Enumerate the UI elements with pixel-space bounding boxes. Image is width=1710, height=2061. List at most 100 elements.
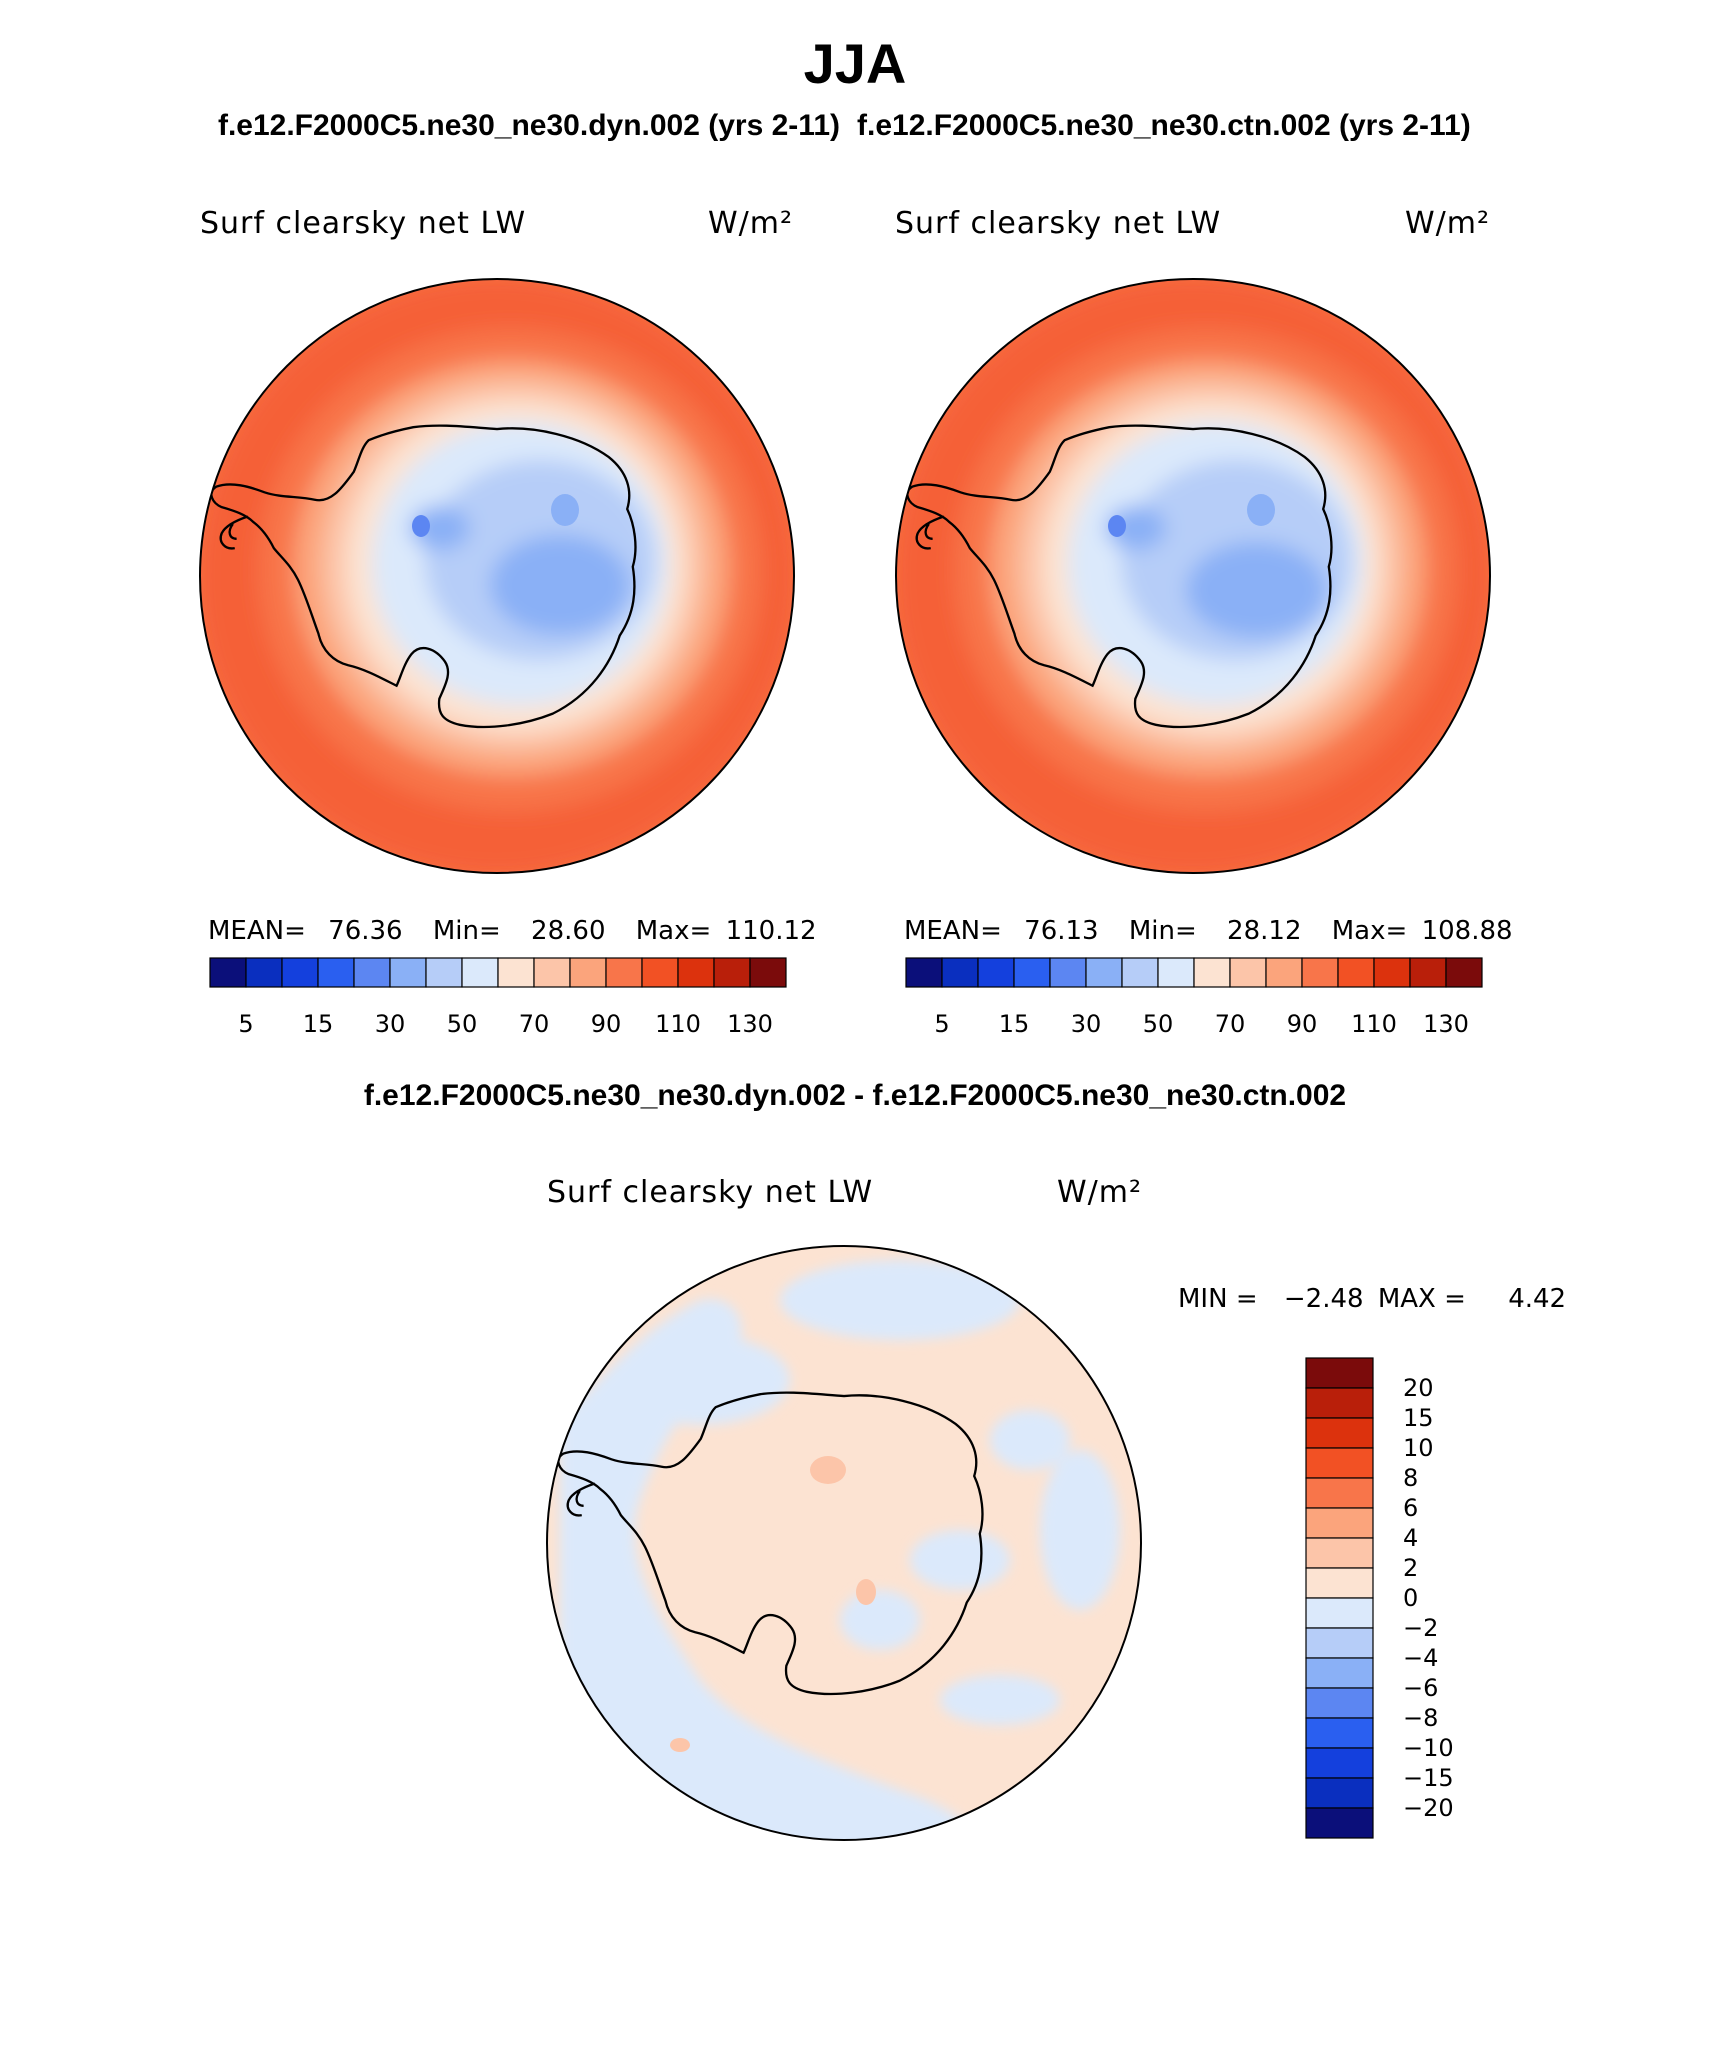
panel3-colorbar-tick-label-2: 10 xyxy=(1403,1434,1434,1462)
subtitle-left-case: f.e12.F2000C5.ne30_ne30.dyn.002 (yrs 2-1… xyxy=(217,109,840,142)
panel1-colorbar-swatch-15 xyxy=(749,957,787,988)
panel1-colorbar-tick-label-7: 130 xyxy=(727,1010,773,1038)
panel2-min-label: Min= xyxy=(1128,916,1197,946)
panel2-min-value: 28.12 xyxy=(1227,916,1302,946)
panel1-min-value: 28.60 xyxy=(531,916,606,946)
panel2-colorbar-tick-label-6: 110 xyxy=(1351,1010,1397,1038)
difference-title: f.e12.F2000C5.ne30_ne30.dyn.002 - f.e12.… xyxy=(363,1079,1347,1112)
panel2-colorbar-swatch-0 xyxy=(905,957,943,988)
panel1-colorbar-swatch-4 xyxy=(353,957,391,988)
panel2-stats: MEAN= 76.13 Min= 28.12 Max= 108.88 xyxy=(904,916,1513,946)
panel3-colorbar-tick-label-7: 0 xyxy=(1403,1584,1418,1612)
panel1-colorbar-swatch-11 xyxy=(605,957,643,988)
panel2-colorbar-swatch-8 xyxy=(1193,957,1231,988)
panel2-colorbar-tick-label-4: 70 xyxy=(1215,1010,1246,1038)
panel3-colorbar-swatch-10 xyxy=(1305,1657,1374,1689)
panel1-min-label: Min= xyxy=(432,916,501,946)
panel1-colorbar-swatch-2 xyxy=(281,957,319,988)
panel2-colorbar-swatch-4 xyxy=(1049,957,1087,988)
panel1-mean-value: 76.36 xyxy=(328,916,403,946)
panel3-colorbar-swatch-15 xyxy=(1305,1807,1374,1839)
panel2-map xyxy=(895,278,1491,874)
panel1-colorbar-swatch-7 xyxy=(461,957,499,988)
panel1-colorbar-swatch-9 xyxy=(533,957,571,988)
panel3-units-label: W/m² xyxy=(1057,1175,1143,1210)
panel1-colorbar-swatch-6 xyxy=(425,957,463,988)
panel3-colorbar-swatch-8 xyxy=(1305,1597,1374,1629)
panel3-colorbar-tick-label-8: −2 xyxy=(1403,1614,1438,1642)
panel3-colorbar-tick-label-10: −6 xyxy=(1403,1674,1438,1702)
panel3-colorbar-tick-label-0: 20 xyxy=(1403,1374,1434,1402)
panel3-min-value: −2.48 xyxy=(1283,1284,1364,1314)
panel3-colorbar-tick-label-13: −15 xyxy=(1403,1764,1454,1792)
panel3-max-label: MAX = xyxy=(1377,1284,1466,1314)
panel2-colorbar-swatch-13 xyxy=(1373,957,1411,988)
panel3-colorbar-swatch-1 xyxy=(1305,1387,1374,1419)
panel2-colorbar-swatch-11 xyxy=(1301,957,1339,988)
panel1-colorbar-swatch-5 xyxy=(389,957,427,988)
panel3-colorbar-tick-label-5: 4 xyxy=(1403,1524,1418,1552)
panel3-min-label: MIN = xyxy=(1178,1284,1258,1314)
panel1-colorbar: 5 15 30 50 70 90 110 130 xyxy=(209,957,787,1038)
panel1-mean-label: MEAN= xyxy=(208,916,306,946)
panel1-colorbar-swatch-10 xyxy=(569,957,607,988)
panel3-max-value: 4.42 xyxy=(1508,1284,1567,1314)
panel2-colorbar-swatch-5 xyxy=(1085,957,1123,988)
panel3-colorbar-swatch-13 xyxy=(1305,1747,1374,1779)
panel2-mean-label: MEAN= xyxy=(904,916,1002,946)
panel1-colorbar-swatch-13 xyxy=(677,957,715,988)
panel2-colorbar-swatch-14 xyxy=(1409,957,1447,988)
panel1-units-label: W/m² xyxy=(708,206,794,241)
panel2-colorbar-swatch-7 xyxy=(1157,957,1195,988)
panel2-colorbar-swatch-10 xyxy=(1265,957,1303,988)
panel3-colorbar-tick-label-11: −8 xyxy=(1403,1704,1438,1732)
panel2-colorbar-tick-label-5: 90 xyxy=(1287,1010,1318,1038)
panel1-colorbar-swatch-8 xyxy=(497,957,535,988)
panel3-map xyxy=(546,1245,1142,1841)
panel1-variable-label: Surf clearsky net LW xyxy=(200,206,527,241)
season-title: JJA xyxy=(803,32,907,95)
panel3-stats: MIN = −2.48 MAX = 4.42 xyxy=(1178,1284,1566,1314)
panel1-colorbar-swatch-3 xyxy=(317,957,355,988)
panel2-colorbar-tick-label-3: 50 xyxy=(1143,1010,1174,1038)
panel2-colorbar-tick-label-1: 15 xyxy=(999,1010,1030,1038)
panel3-colorbar-swatch-6 xyxy=(1305,1537,1374,1569)
panel2-units-label: W/m² xyxy=(1405,206,1491,241)
panel3-colorbar-swatch-0 xyxy=(1305,1357,1374,1389)
panel1-map xyxy=(199,278,795,874)
panel1-colorbar-tick-label-5: 90 xyxy=(591,1010,622,1038)
subtitle-right-case: f.e12.F2000C5.ne30_ne30.ctn.002 (yrs 2-1… xyxy=(857,109,1471,142)
panel1-max-value: 110.12 xyxy=(725,916,817,946)
panel1-colorbar-tick-label-0: 5 xyxy=(238,1010,253,1038)
panel3-colorbar-swatch-3 xyxy=(1305,1447,1374,1479)
panel3-colorbar-swatch-5 xyxy=(1305,1507,1374,1539)
panel3-colorbar-tick-label-3: 8 xyxy=(1403,1464,1418,1492)
panel1-colorbar-swatch-12 xyxy=(641,957,679,988)
panel1-colorbar-swatch-1 xyxy=(245,957,283,988)
panel2-variable-label: Surf clearsky net LW xyxy=(895,206,1222,241)
panel3-colorbar-swatch-4 xyxy=(1305,1477,1374,1509)
panel1-colorbar-tick-label-6: 110 xyxy=(655,1010,701,1038)
panel3-variable-label: Surf clearsky net LW xyxy=(547,1175,874,1210)
panel3-colorbar-tick-label-12: −10 xyxy=(1403,1734,1454,1762)
panel3-colorbar-tick-label-4: 6 xyxy=(1403,1494,1418,1522)
panel2-mean-value: 76.13 xyxy=(1024,916,1099,946)
panel3-colorbar-tick-label-14: −20 xyxy=(1403,1794,1454,1822)
panel2-max-label: Max= xyxy=(1331,916,1408,946)
panel3-colorbar-swatch-11 xyxy=(1305,1687,1374,1719)
panel2-max-value: 108.88 xyxy=(1421,916,1513,946)
panel2-colorbar-swatch-3 xyxy=(1013,957,1051,988)
panel3-colorbar-tick-label-6: 2 xyxy=(1403,1554,1418,1582)
panel3-colorbar-swatch-2 xyxy=(1305,1417,1374,1449)
panel2-colorbar-tick-label-0: 5 xyxy=(934,1010,949,1038)
panel2-colorbar-swatch-12 xyxy=(1337,957,1375,988)
panel1-colorbar-tick-label-2: 30 xyxy=(375,1010,406,1038)
panel3-colorbar-swatch-12 xyxy=(1305,1717,1374,1749)
panel3-colorbar-tick-label-9: −4 xyxy=(1403,1644,1438,1672)
panel1-stats: MEAN= 76.36 Min= 28.60 Max= 110.12 xyxy=(208,916,817,946)
panel3-colorbar-swatch-14 xyxy=(1305,1777,1374,1809)
panel1-colorbar-tick-label-1: 15 xyxy=(303,1010,334,1038)
panel1-colorbar-swatch-0 xyxy=(209,957,247,988)
